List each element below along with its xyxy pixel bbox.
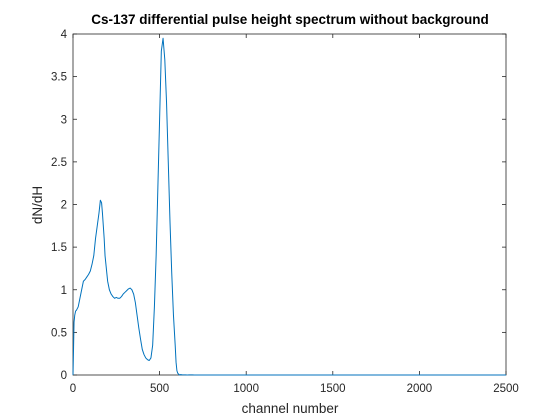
x-tick-label: 2000 <box>407 383 433 395</box>
x-tick-label: 500 <box>150 383 169 395</box>
y-tick-label: 4 <box>61 29 68 41</box>
x-axis-label: channel number <box>242 401 339 416</box>
x-tick-label: 2500 <box>493 383 519 395</box>
series-line <box>72 37 506 376</box>
series-group <box>72 37 506 376</box>
y-axis-ticks: 0 0.5 1 1.5 2 2.5 3 3.5 4 <box>51 29 506 382</box>
chart-title: Cs-137 differential pulse height spectru… <box>91 12 489 27</box>
x-tick-label: 1500 <box>320 383 346 395</box>
y-tick-label: 3 <box>61 114 67 126</box>
y-tick-label: 3.5 <box>51 72 67 84</box>
y-tick-label: 1.5 <box>51 242 67 254</box>
plot-area: 0 500 1000 1500 2000 2500 0 0.5 1 1.5 2 2.5 3 3.5 4 <box>51 29 519 395</box>
y-tick-label: 2.5 <box>51 157 67 169</box>
y-tick-label: 0.5 <box>51 327 67 339</box>
y-tick-label: 2 <box>61 200 67 212</box>
x-tick-label: 0 <box>70 383 76 395</box>
y-tick-label: 1 <box>61 285 67 297</box>
y-axis-label: dN/dH <box>30 186 45 224</box>
y-tick-label: 0 <box>61 370 67 382</box>
x-axis-ticks: 0 500 1000 1500 2000 2500 <box>70 34 519 395</box>
x-tick-label: 1000 <box>233 383 259 395</box>
